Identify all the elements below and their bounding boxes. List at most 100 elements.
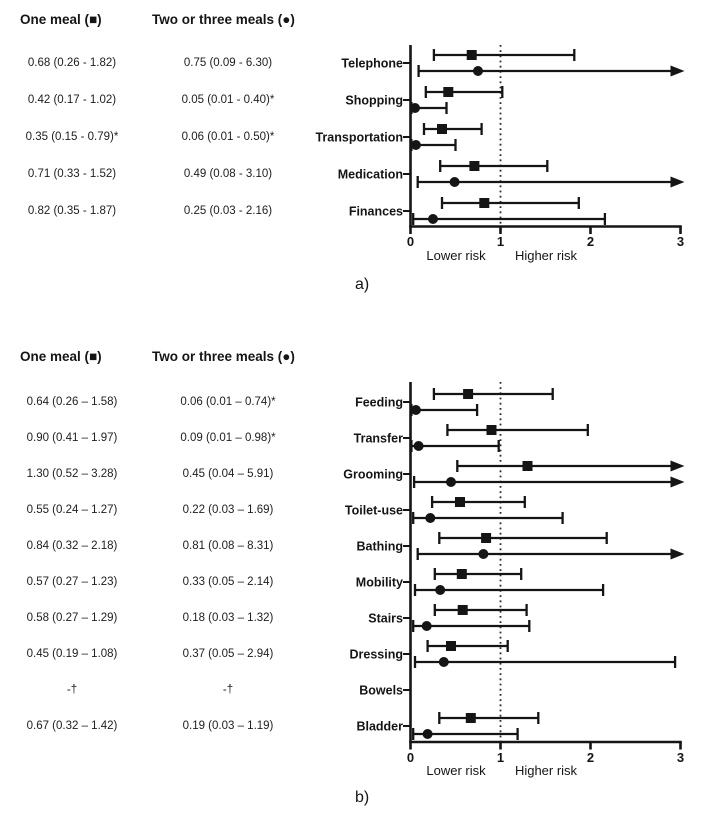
- two-meals-estimate: 0.25 (0.03 - 2.16): [183, 205, 273, 217]
- x-tick-label: 1: [497, 234, 504, 249]
- square-marker: [455, 497, 465, 507]
- category-label: Feeding: [355, 396, 403, 410]
- square-marker: [463, 389, 474, 399]
- two-meals-estimate: 0.05 (0.01 - 0.40)*: [181, 94, 275, 106]
- category-label: Transfer: [354, 432, 403, 446]
- circle-marker: [410, 405, 421, 415]
- square-marker: [437, 124, 447, 134]
- lower-risk-label: Lower risk: [426, 248, 486, 263]
- two-meals-estimate: 0.19 (0.03 – 1.19): [182, 720, 274, 732]
- legend-one-meal-a: One meal (■): [20, 12, 102, 27]
- circle-marker: [428, 214, 438, 224]
- category-label: Finances: [349, 205, 403, 219]
- circle-marker: [435, 585, 446, 595]
- two-meals-estimate: 0.75 (0.09 - 6.30): [183, 57, 273, 69]
- category-label: Medication: [338, 168, 403, 182]
- one-meal-estimate: 1.30 (0.52 – 3.28): [26, 468, 118, 480]
- higher-risk-label: Higher risk: [515, 763, 578, 778]
- two-meals-estimate: 0.49 (0.08 - 3.10): [183, 168, 273, 180]
- circle-marker: [438, 657, 449, 667]
- square-marker: [469, 161, 480, 171]
- x-tick-label: 0: [407, 750, 414, 765]
- one-meal-estimate: 0.71 (0.33 - 1.52): [27, 168, 117, 180]
- arrow-head: [670, 460, 685, 472]
- category-label: Dressing: [350, 648, 404, 662]
- two-meals-estimate: 0.18 (0.03 – 1.32): [182, 612, 274, 624]
- two-meals-estimate: -†: [222, 684, 234, 696]
- circle-marker: [421, 621, 432, 631]
- x-tick-label: 0: [407, 234, 414, 249]
- panel-letter: b): [355, 789, 369, 806]
- circle-marker: [422, 729, 433, 739]
- arrow-head: [670, 476, 685, 488]
- category-label: Bowels: [359, 684, 403, 698]
- circle-marker: [410, 103, 420, 113]
- one-meal-estimate: 0.55 (0.24 – 1.27): [26, 504, 118, 516]
- square-marker: [479, 198, 490, 208]
- square-marker: [446, 641, 456, 651]
- arrow-head: [670, 548, 685, 560]
- x-tick-label: 2: [587, 750, 594, 765]
- one-meal-estimate: -†: [66, 684, 78, 696]
- category-label: Grooming: [343, 468, 403, 482]
- category-label: Stairs: [368, 612, 403, 626]
- one-meal-estimate: 0.42 (0.17 - 1.02): [27, 94, 117, 106]
- circle-marker: [446, 477, 456, 487]
- category-label: Toilet-use: [345, 504, 403, 518]
- circle-marker: [478, 549, 489, 559]
- circle-marker: [410, 140, 421, 150]
- two-meals-estimate: 0.37 (0.05 – 2.94): [182, 648, 274, 660]
- circle-marker: [449, 177, 460, 187]
- one-meal-estimate: 0.35 (0.15 - 0.79)*: [25, 131, 119, 143]
- x-tick-label: 1: [497, 750, 504, 765]
- square-marker: [481, 533, 492, 543]
- circle-marker: [473, 66, 483, 76]
- category-label: Transportation: [315, 131, 403, 145]
- arrow-head: [670, 176, 685, 188]
- one-meal-estimate: 0.68 (0.26 - 1.82): [27, 57, 117, 69]
- arrow-head: [670, 65, 685, 77]
- one-meal-estimate: 0.58 (0.27 – 1.29): [26, 612, 118, 624]
- two-meals-estimate: 0.22 (0.03 – 1.69): [182, 504, 274, 516]
- category-label: Shopping: [345, 94, 403, 108]
- circle-marker: [413, 441, 424, 451]
- one-meal-estimate: 0.45 (0.19 – 1.08): [26, 648, 118, 660]
- two-meals-estimate: 0.06 (0.01 – 0.74)*: [180, 396, 276, 408]
- square-marker: [466, 50, 477, 60]
- one-meal-estimate: 0.64 (0.26 – 1.58): [26, 396, 118, 408]
- square-marker: [522, 461, 533, 471]
- square-marker: [457, 605, 468, 615]
- two-meals-estimate: 0.81 (0.08 – 8.31): [182, 540, 274, 552]
- category-label: Bathing: [356, 540, 403, 554]
- forest-plot-b: 0 1 2 3 Lower risk Higher risk b) Feeding Transf…: [343, 382, 685, 806]
- forest-plot-a: 0 1 2 3 Lower risk Higher risk a) Telephone Shop…: [315, 45, 685, 293]
- x-tick-label: 3: [677, 234, 684, 249]
- higher-risk-label: Higher risk: [515, 248, 578, 263]
- two-meals-estimate: 0.06 (0.01 - 0.50)*: [181, 131, 275, 143]
- square-marker: [456, 569, 467, 579]
- panel-letter: a): [355, 276, 369, 293]
- one-meal-estimate: 0.90 (0.41 – 1.97): [26, 432, 118, 444]
- one-meal-estimate: 0.57 (0.27 – 1.23): [26, 576, 118, 588]
- category-label: Mobility: [356, 576, 403, 590]
- two-meals-estimate: 0.45 (0.04 – 5.91): [182, 468, 274, 480]
- one-meal-estimate: 0.84 (0.32 – 2.18): [26, 540, 118, 552]
- square-marker: [486, 425, 497, 435]
- legend-one-meal-b: One meal (■): [20, 349, 102, 364]
- x-tick-label: 3: [677, 750, 684, 765]
- x-tick-label: 2: [587, 234, 594, 249]
- one-meal-estimate: 0.82 (0.35 - 1.87): [27, 205, 117, 217]
- circle-marker: [425, 513, 436, 523]
- legend-two-meals-b: Two or three meals (●): [152, 349, 295, 364]
- square-marker: [443, 87, 454, 97]
- category-label: Bladder: [356, 720, 403, 734]
- two-meals-estimate: 0.33 (0.05 – 2.14): [182, 576, 274, 588]
- lower-risk-label: Lower risk: [426, 763, 486, 778]
- category-label: Telephone: [341, 57, 403, 71]
- one-meal-estimate: 0.67 (0.32 – 1.42): [26, 720, 118, 732]
- legend-two-meals-a: Two or three meals (●): [152, 12, 295, 27]
- square-marker: [465, 713, 476, 723]
- two-meals-estimate: 0.09 (0.01 – 0.98)*: [180, 432, 276, 444]
